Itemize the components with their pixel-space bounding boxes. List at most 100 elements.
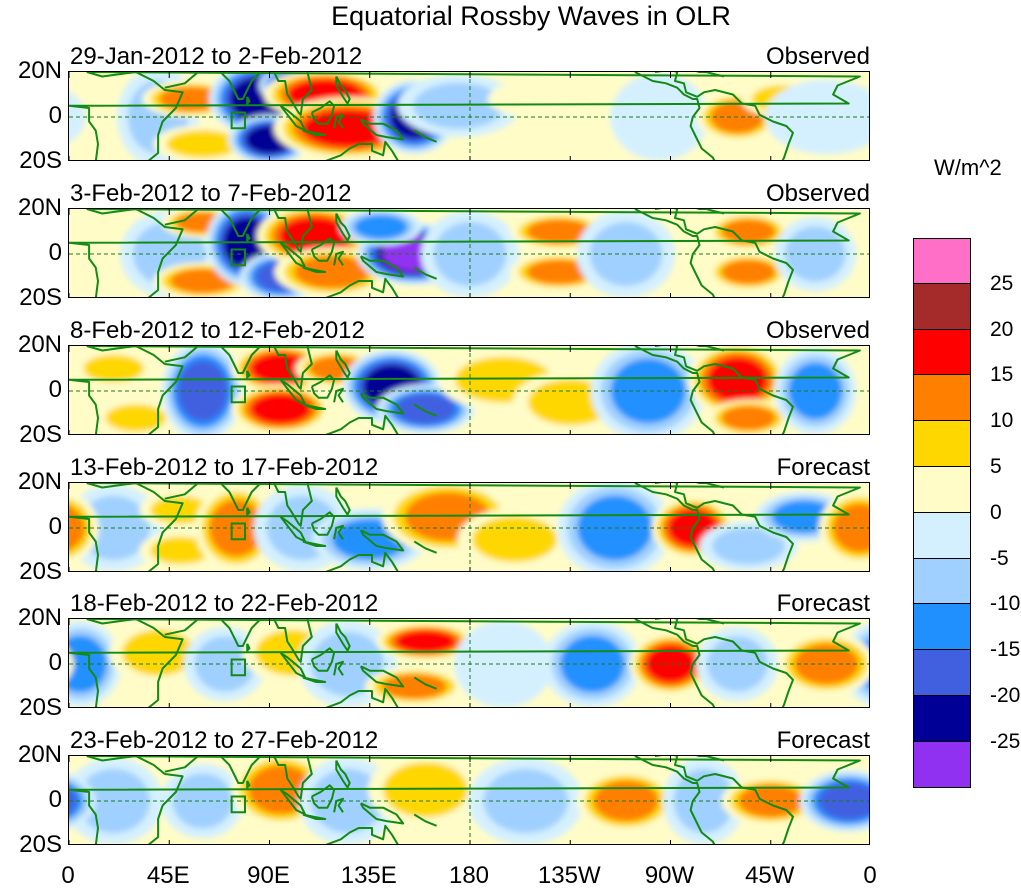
longitude-label: 45W: [745, 862, 795, 889]
latitude-label: 20S: [19, 421, 62, 448]
anomaly-contour: [170, 268, 235, 294]
coastline: [325, 140, 399, 160]
longitude-label: 135E: [340, 862, 397, 889]
coastline: [654, 346, 794, 434]
coastline: [219, 209, 262, 237]
coastline: [302, 266, 327, 273]
legend-swatch: [913, 650, 971, 696]
coastline: [69, 346, 861, 434]
coastline: [413, 676, 437, 690]
coastline: [695, 483, 725, 489]
anomaly-contour: [413, 82, 505, 129]
anomaly-contour: [645, 645, 696, 683]
olr-contour-field: [69, 756, 869, 844]
coastline: [325, 824, 399, 844]
coastline: [86, 619, 184, 707]
coastline: [359, 392, 405, 415]
legend-swatch: [913, 283, 971, 330]
anomaly-contour: [487, 80, 587, 118]
page-title: Equatorial Rossby Waves in OLR: [331, 1, 731, 31]
coastline: [634, 756, 716, 844]
olr-contour-field: [69, 619, 869, 707]
legend-swatch: [913, 604, 971, 651]
panel-date-range: 18-Feb-2012 to 22-Feb-2012: [70, 590, 379, 617]
anomaly-contour: [302, 109, 393, 148]
panel-status: Observed: [765, 180, 870, 207]
panel-status: Forecast: [776, 454, 870, 481]
latitude-label: 0: [48, 513, 62, 540]
olr-anomaly-map: [68, 71, 870, 161]
latitude-label: 20N: [17, 468, 62, 495]
coastline: [69, 619, 861, 707]
coastline: [302, 676, 327, 683]
longitude-label: 0: [61, 862, 75, 889]
anomaly-contour: [610, 358, 686, 424]
legend-label: 0: [990, 500, 1002, 524]
latitude-label: 20S: [19, 284, 62, 311]
coastline: [219, 756, 262, 784]
legend-label: 10: [990, 409, 1014, 433]
coastline: [654, 619, 794, 707]
longitude-label: 180: [448, 862, 490, 889]
coastline: [325, 277, 399, 297]
coastline: [310, 784, 336, 809]
coastline: [302, 813, 327, 820]
panel-date-range: 13-Feb-2012 to 17-Feb-2012: [70, 454, 379, 481]
coastline: [634, 209, 716, 297]
color-legend: [913, 238, 971, 788]
longitude-axis: 0 45E 90E 135E 180 135W 90W 45W 0: [61, 862, 876, 890]
coastline: [654, 756, 794, 844]
coastline: [69, 72, 861, 160]
map-panel: 29-Jan-2012 to 2-Feb-2012 Observed 20N 0 20S: [18, 43, 870, 173]
coastline: [273, 346, 313, 390]
reference-box: [230, 248, 246, 267]
legend-swatch: [913, 466, 971, 513]
coastline: [219, 346, 262, 374]
latitude-label: 20S: [19, 147, 62, 174]
anomaly-contour: [721, 405, 776, 431]
coastline: [69, 483, 861, 571]
panel-date-range: 23-Feb-2012 to 27-Feb-2012: [70, 727, 379, 754]
coastline: [279, 104, 307, 132]
legend-label: -10: [990, 592, 1021, 616]
coastline: [359, 529, 405, 552]
anomaly-contour: [818, 782, 869, 820]
coastline: [279, 788, 307, 816]
legend-label: -15: [990, 638, 1021, 662]
coastline: [695, 756, 725, 762]
anomaly-contour: [166, 130, 240, 158]
latitude-label: 20N: [17, 194, 62, 221]
coastline: [69, 756, 861, 844]
coastline: [413, 813, 437, 827]
longitude-label: 135W: [537, 862, 601, 889]
coastline: [279, 515, 307, 543]
coastline: [654, 209, 794, 297]
anomaly-contour: [721, 259, 776, 285]
coastline: [325, 551, 399, 571]
coastline: [413, 266, 437, 280]
anomaly-contour: [209, 499, 263, 557]
latitude-label: 20N: [17, 741, 62, 768]
reference-box: [230, 385, 246, 404]
legend-unit: W/m^2: [934, 155, 1002, 180]
panel-status: Observed: [765, 43, 870, 70]
map-panel: 13-Feb-2012 to 17-Feb-2012 Forecast 20N 0 20…: [18, 454, 870, 584]
legend-label: -5: [990, 546, 1009, 570]
latitude-label: 0: [48, 786, 62, 813]
reference-box: [230, 522, 246, 541]
olr-contour-field: [69, 483, 869, 571]
anomaly-contour: [354, 214, 408, 240]
coastline: [335, 76, 351, 105]
latitude-label: 0: [48, 102, 62, 129]
legend-swatch: [913, 741, 971, 788]
anomaly-contour: [560, 635, 625, 693]
coastline: [634, 346, 716, 434]
olr-contour-field: [69, 346, 869, 434]
panel-date-range: 8-Feb-2012 to 12-Feb-2012: [70, 317, 365, 344]
longitude-label: 45E: [146, 862, 190, 889]
coastline: [164, 72, 199, 89]
legend-swatch: [913, 375, 971, 422]
anomaly-contour: [250, 393, 311, 425]
coastline: [246, 96, 251, 105]
anomaly-contour: [712, 527, 785, 565]
